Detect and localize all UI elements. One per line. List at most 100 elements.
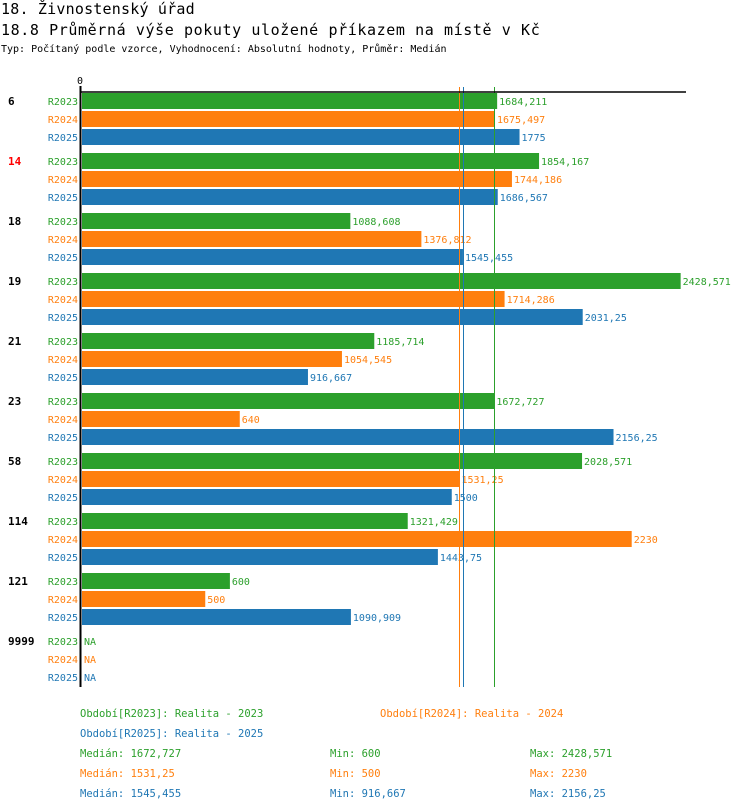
x-tick-label: 0 (77, 76, 83, 87)
value-label: 1376,812 (423, 235, 471, 246)
legend-min-r2025: Min: 916,667 (330, 788, 406, 800)
value-label: 600 (232, 577, 250, 588)
chart-subtitle: Typ: Počítaný podle vzorce, Vyhodnocení:… (1, 44, 447, 55)
legend-period-r2025: Období[R2025]: Realita - 2025 (80, 728, 264, 740)
category-label: 19 (8, 275, 21, 288)
series-label: R2024 (48, 175, 78, 186)
bar-r2024 (82, 171, 512, 187)
value-label: 1775 (522, 133, 546, 144)
bar-r2023 (82, 453, 583, 469)
category-label: 14 (8, 155, 22, 168)
series-label: R2025 (48, 253, 78, 264)
bar-r2025 (82, 429, 614, 445)
bar-r2025 (82, 309, 583, 325)
value-label: 1744,186 (514, 175, 562, 186)
series-label: R2023 (48, 637, 78, 648)
bar-r2024 (82, 291, 505, 307)
bar-r2025 (82, 129, 520, 145)
value-label: 1684,211 (499, 97, 547, 108)
series-label: R2024 (48, 475, 78, 486)
value-label: 1088,608 (352, 217, 400, 228)
category-label: 6 (8, 95, 15, 108)
category-label: 23 (8, 395, 21, 408)
value-label: 1545,455 (465, 253, 513, 264)
series-label: R2024 (48, 115, 78, 126)
series-label: R2023 (48, 217, 78, 228)
category-label: 114 (8, 515, 28, 528)
bar-r2024 (82, 531, 632, 547)
bar-r2023 (82, 93, 498, 109)
value-label: 2031,25 (585, 313, 627, 324)
value-label: 2028,571 (584, 457, 632, 468)
value-label: NA (84, 673, 96, 684)
bar-r2025 (82, 249, 463, 265)
series-label: R2025 (48, 553, 78, 564)
series-label: R2023 (48, 517, 78, 528)
series-label: R2024 (48, 235, 78, 246)
legend-period-r2024: Období[R2024]: Realita - 2024 (380, 708, 564, 720)
chart-title: 18.8 Průměrná výše pokuty uložené příkaz… (1, 21, 541, 39)
bar-r2024 (82, 231, 422, 247)
bar-r2025 (82, 369, 308, 385)
bar-r2024 (82, 351, 342, 367)
bar-r2023 (82, 573, 230, 589)
legend-median-r2024: Medián: 1531,25 (80, 768, 175, 780)
value-label: 916,667 (310, 373, 352, 384)
series-label: R2023 (48, 337, 78, 348)
value-label: 1443,75 (440, 553, 482, 564)
category-label: 121 (8, 575, 28, 588)
bar-r2025 (82, 189, 498, 205)
series-label: R2023 (48, 577, 78, 588)
series-label: R2025 (48, 133, 78, 144)
bar-r2023 (82, 333, 375, 349)
legend-max-r2025: Max: 2156,25 (530, 788, 606, 800)
series-label: R2025 (48, 193, 78, 204)
series-label: R2024 (48, 535, 78, 546)
category-label: 18 (8, 215, 21, 228)
bar-r2025 (82, 549, 438, 565)
value-label: 2230 (634, 535, 658, 546)
legend-period-r2023: Období[R2023]: Realita - 2023 (80, 708, 264, 720)
bar-r2024 (82, 591, 206, 607)
bar-r2025 (82, 609, 351, 625)
value-label: 1185,714 (376, 337, 424, 348)
value-label: NA (84, 655, 96, 666)
value-label: 1854,167 (541, 157, 589, 168)
legend-min-r2023: Min: 600 (330, 748, 381, 760)
category-label: 9999 (8, 635, 35, 648)
legend-median-r2023: Medián: 1672,727 (80, 748, 182, 760)
series-label: R2024 (48, 655, 78, 666)
series-label: R2025 (48, 313, 78, 324)
value-label: 2156,25 (616, 433, 658, 444)
series-label: R2025 (48, 493, 78, 504)
bar-r2025 (82, 489, 452, 505)
value-label: 1500 (454, 493, 478, 504)
bar-r2024 (82, 411, 240, 427)
series-label: R2024 (48, 595, 78, 606)
series-label: R2023 (48, 277, 78, 288)
value-label: 1090,909 (353, 613, 401, 624)
series-label: R2024 (48, 415, 78, 426)
bar-r2024 (82, 111, 496, 127)
bar-r2023 (82, 273, 681, 289)
value-label: 640 (242, 415, 260, 426)
section-title: 18. Živnostenský úřad (1, 0, 195, 18)
series-label: R2023 (48, 97, 78, 108)
category-label: 58 (8, 455, 21, 468)
value-label: 2428,571 (683, 277, 731, 288)
series-label: R2025 (48, 613, 78, 624)
legend-max-r2023: Max: 2428,571 (530, 748, 613, 760)
series-label: R2023 (48, 397, 78, 408)
series-label: R2025 (48, 373, 78, 384)
value-label: 1714,286 (507, 295, 555, 306)
value-label: 500 (207, 595, 225, 606)
bar-r2023 (82, 153, 540, 169)
series-label: R2025 (48, 673, 78, 684)
legend-max-r2024: Max: 2230 (530, 768, 587, 780)
value-label: NA (84, 637, 96, 648)
legend-median-r2025: Medián: 1545,455 (80, 788, 182, 800)
value-label: 1686,567 (500, 193, 548, 204)
bar-r2024 (82, 471, 460, 487)
legend-min-r2024: Min: 500 (330, 768, 381, 780)
